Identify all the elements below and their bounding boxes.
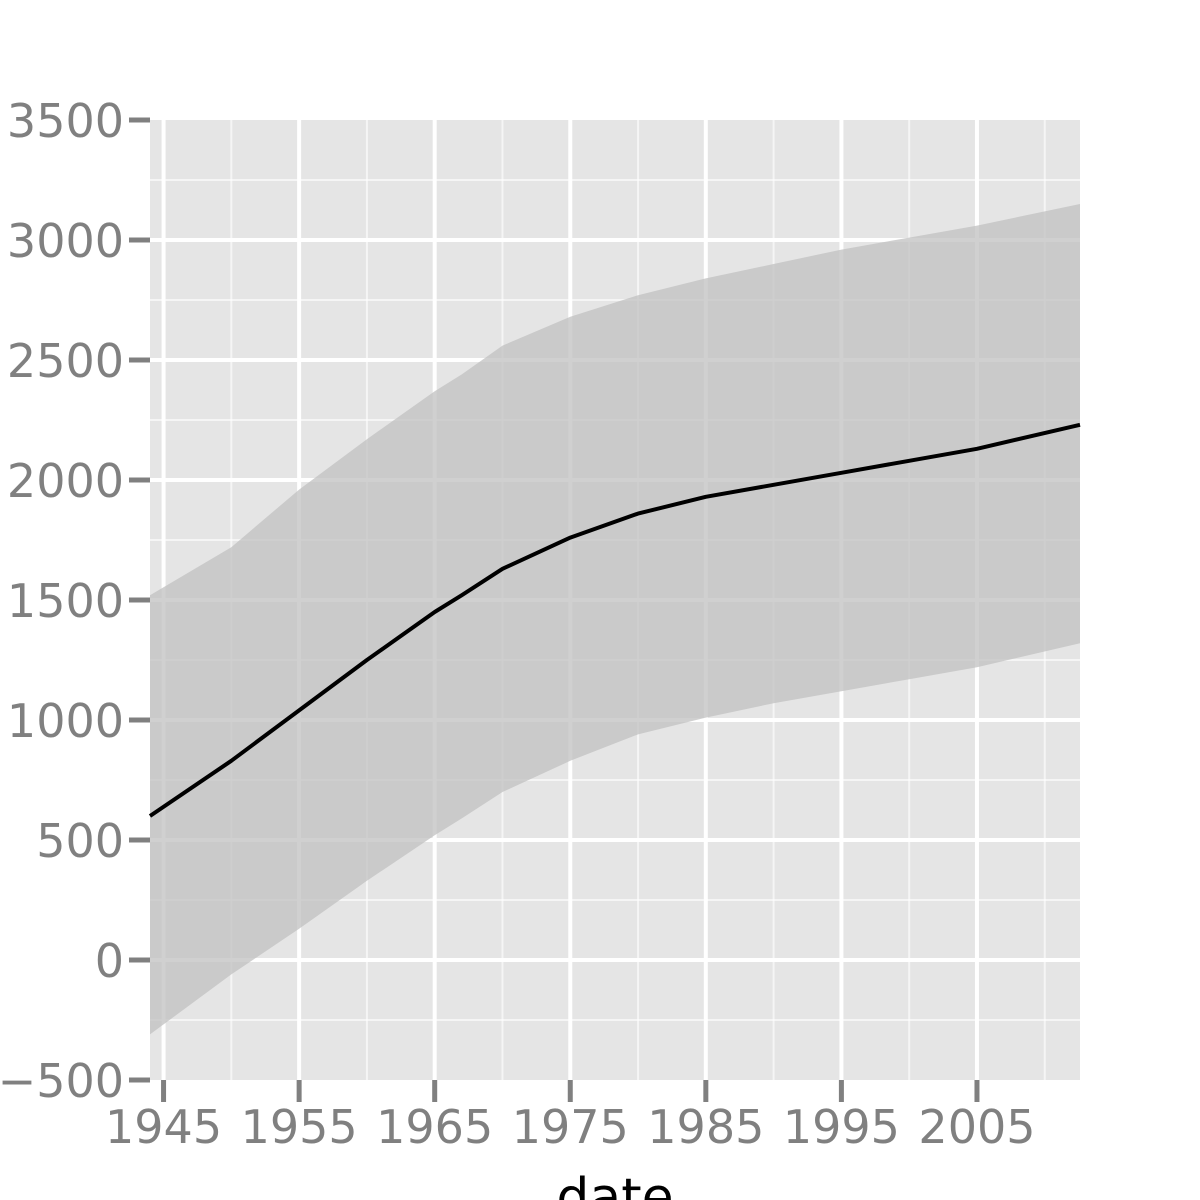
x-tick-label: 1985: [647, 1100, 764, 1154]
x-tick-label: 1975: [512, 1100, 629, 1154]
x-tick-label: 1965: [376, 1100, 493, 1154]
trend-line: [148, 422, 1081, 818]
x-axis: 1945 1955 1965 1975 1985 1995 2005: [105, 1080, 1036, 1154]
x-tick-label: 2005: [918, 1100, 1035, 1154]
x-tick-label: 1945: [105, 1100, 222, 1154]
y-tick-label: −500: [0, 1054, 124, 1108]
y-tick-label: 3000: [7, 214, 124, 268]
y-tick-label: 1000: [7, 694, 124, 748]
confidence-band: [150, 204, 1080, 1035]
x-tick-label: 1955: [241, 1100, 358, 1154]
y-tick-label: 2500: [7, 334, 124, 388]
y-axis: −500 0 500 1000 1500 2000 2500 3000 3500: [0, 94, 150, 1108]
y-tick-label: 3500: [7, 94, 124, 148]
x-tick-label: 1995: [783, 1100, 900, 1154]
x-axis-title: date: [556, 1168, 673, 1200]
y-tick-label: 0: [95, 934, 124, 988]
y-tick-label: 2000: [7, 454, 124, 508]
y-tick-label: 1500: [7, 574, 124, 628]
y-tick-label: 500: [36, 814, 124, 868]
